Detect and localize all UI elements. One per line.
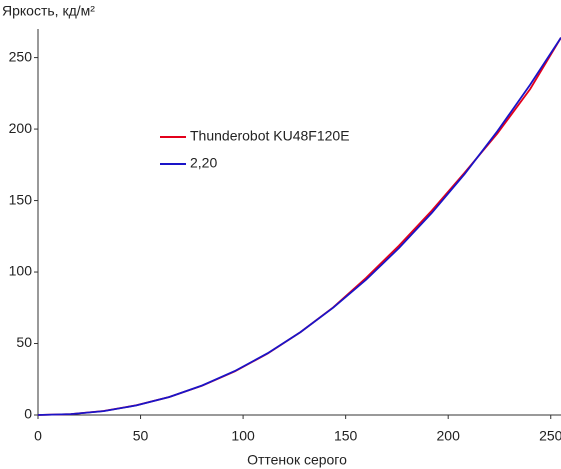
legend-label: Thunderobot KU48F120E — [190, 128, 350, 144]
y-axis-label: Яркость, кд/м² — [2, 3, 95, 19]
y-tick-label: 100 — [9, 263, 33, 279]
y-tick-label: 0 — [24, 406, 32, 422]
series-line — [37, 37, 561, 416]
x-tick-label: 250 — [539, 428, 561, 444]
y-tick-label: 150 — [9, 191, 33, 207]
x-tick-label: 100 — [231, 428, 255, 444]
y-tick-label: 50 — [16, 334, 32, 350]
x-tick-label: 150 — [334, 428, 358, 444]
series-line — [37, 37, 561, 416]
y-tick-label: 200 — [9, 120, 33, 136]
x-tick-label: 50 — [133, 428, 149, 444]
x-tick-label: 200 — [437, 428, 461, 444]
legend-label: 2,20 — [190, 155, 217, 171]
y-tick-label: 250 — [9, 48, 33, 64]
x-axis-label: Оттенок серого — [247, 452, 347, 468]
x-tick-label: 0 — [34, 428, 42, 444]
